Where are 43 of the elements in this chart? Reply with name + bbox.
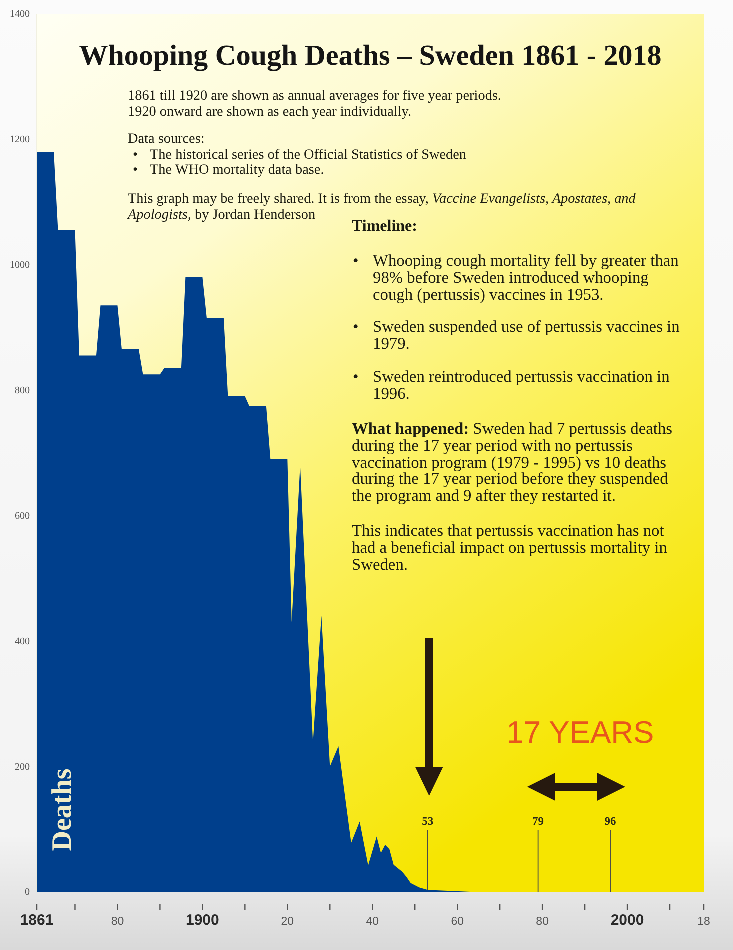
annotation: 1920 onward are shown as each year individually. — [128, 104, 413, 120]
annotation: This graph may be freely shared. It is from the essay, — [128, 191, 429, 207]
y-tick-label: 1400 — [10, 9, 30, 20]
y-axis-title: Deaths — [47, 768, 78, 852]
y-tick-label: 200 — [15, 762, 30, 773]
annotation: by Jordan Henderson — [195, 206, 316, 223]
text: Whooping Cough Deaths – Sweden 1861 - 2018 — [79, 40, 662, 72]
annotation: 53 — [422, 816, 434, 828]
annotation: 17 YEARS — [506, 715, 654, 750]
annotation: • — [353, 367, 360, 388]
annotation: • — [353, 316, 360, 338]
annotation: Apologists, — [128, 206, 192, 223]
x-tick-label: 18 — [698, 916, 710, 928]
annotation: • — [133, 146, 139, 164]
annotation: Sweden suspended use of pertussis vaccines in 1979. — [373, 316, 681, 353]
annotation: This indicates that pertussis vaccination has not had a beneficial impact on pertussis mortality in Sweden. — [352, 521, 668, 574]
y-tick-label: 1000 — [10, 260, 30, 272]
annotation: What happened: — [352, 419, 470, 438]
y-tick-label: 1200 — [10, 134, 30, 146]
annotation: 96 — [604, 816, 617, 828]
annotation: The historical series of the Official Statistics of Sweden — [150, 146, 467, 164]
annotation: 79 — [532, 816, 544, 828]
x-tick-label: 80 — [536, 916, 549, 928]
annotation: Sweden reintroduced pertussis vaccination in 1996. — [373, 367, 671, 404]
y-tick-label: 600 — [15, 510, 30, 522]
annotation: Timeline: — [352, 218, 418, 235]
x-tick-label: 2000 — [610, 912, 644, 929]
annotation: Whooping cough mortality fell by greater than 98% before Sweden introduced whooping cough (pertussis) vaccines in 1953. — [373, 251, 680, 304]
x-tick-label: 60 — [451, 916, 464, 928]
annotation: • — [353, 251, 360, 272]
x-tick-label: 40 — [366, 916, 380, 928]
annotation: Data sources: — [128, 131, 206, 148]
x-tick-label: 1861 — [20, 912, 54, 929]
annotation: The WHO mortality data base. — [150, 162, 324, 179]
y-tick-label: 800 — [15, 385, 30, 396]
y-tick-label: 400 — [15, 636, 30, 648]
annotation: 1861 till 1920 are shown as annual averages for five year periods. — [128, 88, 502, 105]
x-tick-label: 20 — [281, 916, 294, 928]
x-tick-label: 1900 — [186, 912, 220, 929]
y-tick-label: 0 — [25, 887, 30, 898]
annotation: • — [133, 162, 139, 179]
annotation: Vaccine Evangelists, Apostates, and — [432, 191, 636, 207]
x-tick-label: 80 — [111, 916, 124, 928]
